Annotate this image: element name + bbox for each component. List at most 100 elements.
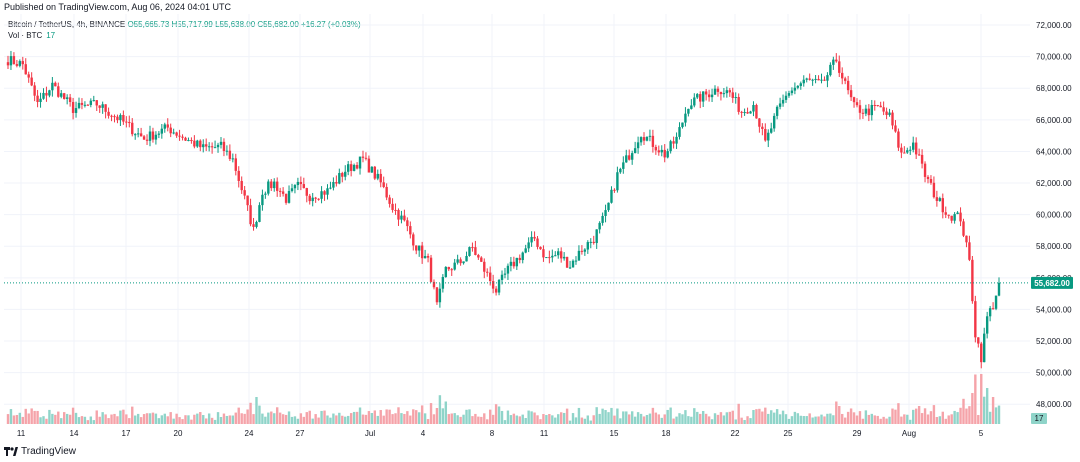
candle-body bbox=[557, 251, 560, 256]
volume-bar bbox=[571, 413, 575, 424]
volume-bar bbox=[938, 416, 942, 424]
candle-body bbox=[500, 274, 504, 280]
volume-bar bbox=[503, 420, 507, 424]
candle-body bbox=[554, 255, 557, 257]
volume-bar bbox=[27, 413, 30, 424]
volume-bar bbox=[846, 411, 850, 424]
volume-legend[interactable]: Vol · BTC 17 bbox=[8, 31, 55, 40]
candle-body bbox=[302, 184, 306, 189]
candle-body bbox=[154, 134, 158, 140]
volume-bar bbox=[604, 410, 607, 424]
candle-body bbox=[521, 252, 524, 261]
volume-bar bbox=[21, 416, 24, 424]
volume-bar bbox=[894, 409, 897, 424]
volume-bar bbox=[151, 412, 155, 424]
candle-body bbox=[134, 134, 137, 136]
volume-bar bbox=[994, 407, 998, 424]
volume-bar bbox=[494, 404, 498, 424]
volume-bar bbox=[207, 413, 211, 424]
volume-bar bbox=[196, 413, 199, 424]
volume-bar bbox=[376, 415, 379, 424]
volume-bar bbox=[39, 417, 42, 424]
candle-body bbox=[57, 86, 60, 97]
tradingview-brand[interactable]: TradingView bbox=[4, 446, 76, 457]
volume-bar bbox=[589, 420, 592, 424]
volume-bar bbox=[15, 414, 19, 424]
volume-bar bbox=[213, 419, 217, 424]
candle-body bbox=[240, 180, 243, 191]
volume-bar bbox=[326, 415, 329, 424]
candle-body bbox=[962, 221, 965, 236]
volume-bar bbox=[527, 410, 530, 424]
candle-body bbox=[231, 158, 235, 160]
time-tick-label: 29 bbox=[853, 429, 862, 438]
volume-bar bbox=[205, 418, 208, 424]
candle-body bbox=[583, 249, 587, 252]
candle-body bbox=[104, 104, 107, 112]
volume-bar bbox=[616, 408, 619, 424]
candle-body bbox=[796, 85, 800, 88]
volume-bar bbox=[882, 416, 885, 424]
volume-bar bbox=[308, 410, 311, 424]
volume-bar bbox=[719, 412, 723, 424]
volume-bar bbox=[471, 416, 474, 424]
volume-bar bbox=[749, 418, 752, 424]
volume-bar bbox=[193, 414, 196, 424]
candle-body bbox=[613, 189, 616, 191]
candle-body bbox=[376, 173, 379, 179]
volume-bar bbox=[246, 409, 249, 424]
volume-bar bbox=[71, 407, 75, 424]
volume-bar bbox=[154, 413, 158, 424]
candle-body bbox=[980, 343, 983, 363]
candle-body bbox=[417, 245, 421, 251]
price-tick-label: 64,000.00 bbox=[1036, 147, 1072, 156]
candle-body bbox=[273, 181, 276, 189]
candle-body bbox=[515, 257, 519, 267]
volume-bar bbox=[941, 411, 944, 424]
volume-bar bbox=[370, 413, 374, 424]
volume-bar bbox=[338, 412, 341, 424]
volume-bar bbox=[876, 415, 879, 424]
volume-bar bbox=[965, 408, 968, 424]
price-axis[interactable]: 72,000.00 70,000.00 68,000.00 66,000.00 64,0… bbox=[1036, 21, 1072, 409]
volume-bar bbox=[500, 410, 504, 424]
volume-bar bbox=[539, 419, 542, 424]
candle-body bbox=[861, 112, 865, 114]
candle-body bbox=[213, 147, 217, 149]
time-tick-label: 27 bbox=[296, 429, 305, 438]
time-axis[interactable]: 11 14 17 20 24 27 Jul 4 8 11 15 18 22 25 29 Aug 5 bbox=[17, 429, 984, 438]
volume-bar bbox=[54, 414, 57, 424]
volume-bars bbox=[6, 374, 1001, 424]
symbol-legend[interactable]: Bitcoin / TetherUS, 4h, BINANCE O55,665.… bbox=[8, 20, 361, 29]
volume-bar bbox=[275, 407, 279, 424]
candle-body bbox=[882, 107, 885, 112]
candle-body bbox=[672, 141, 675, 144]
price-tick-label: 72,000.00 bbox=[1036, 21, 1072, 30]
candle-body bbox=[98, 105, 101, 108]
volume-bar bbox=[991, 397, 995, 424]
candle-body bbox=[219, 141, 223, 145]
candle-body bbox=[222, 141, 226, 152]
candle-body bbox=[894, 125, 897, 132]
candle-body bbox=[83, 104, 87, 106]
volume-bar bbox=[169, 412, 172, 424]
candle-body bbox=[849, 90, 853, 98]
volume-bar bbox=[349, 413, 353, 424]
candle-body bbox=[873, 104, 876, 106]
volume-bar bbox=[912, 409, 915, 424]
volume-value: 17 bbox=[46, 31, 56, 40]
candle-body bbox=[281, 191, 285, 194]
volume-bar bbox=[557, 414, 560, 424]
candle-body bbox=[778, 103, 782, 107]
candle-body bbox=[947, 214, 950, 216]
volume-bar bbox=[364, 414, 368, 424]
volume-bar bbox=[704, 413, 708, 424]
volume-bar bbox=[592, 415, 595, 424]
volume-bar bbox=[586, 415, 590, 424]
volume-bar bbox=[142, 414, 146, 424]
ohlc-close: C55,682.00 bbox=[257, 20, 299, 29]
candle-body bbox=[438, 288, 442, 303]
volume-bar bbox=[420, 405, 424, 424]
volume-bar bbox=[568, 420, 572, 424]
